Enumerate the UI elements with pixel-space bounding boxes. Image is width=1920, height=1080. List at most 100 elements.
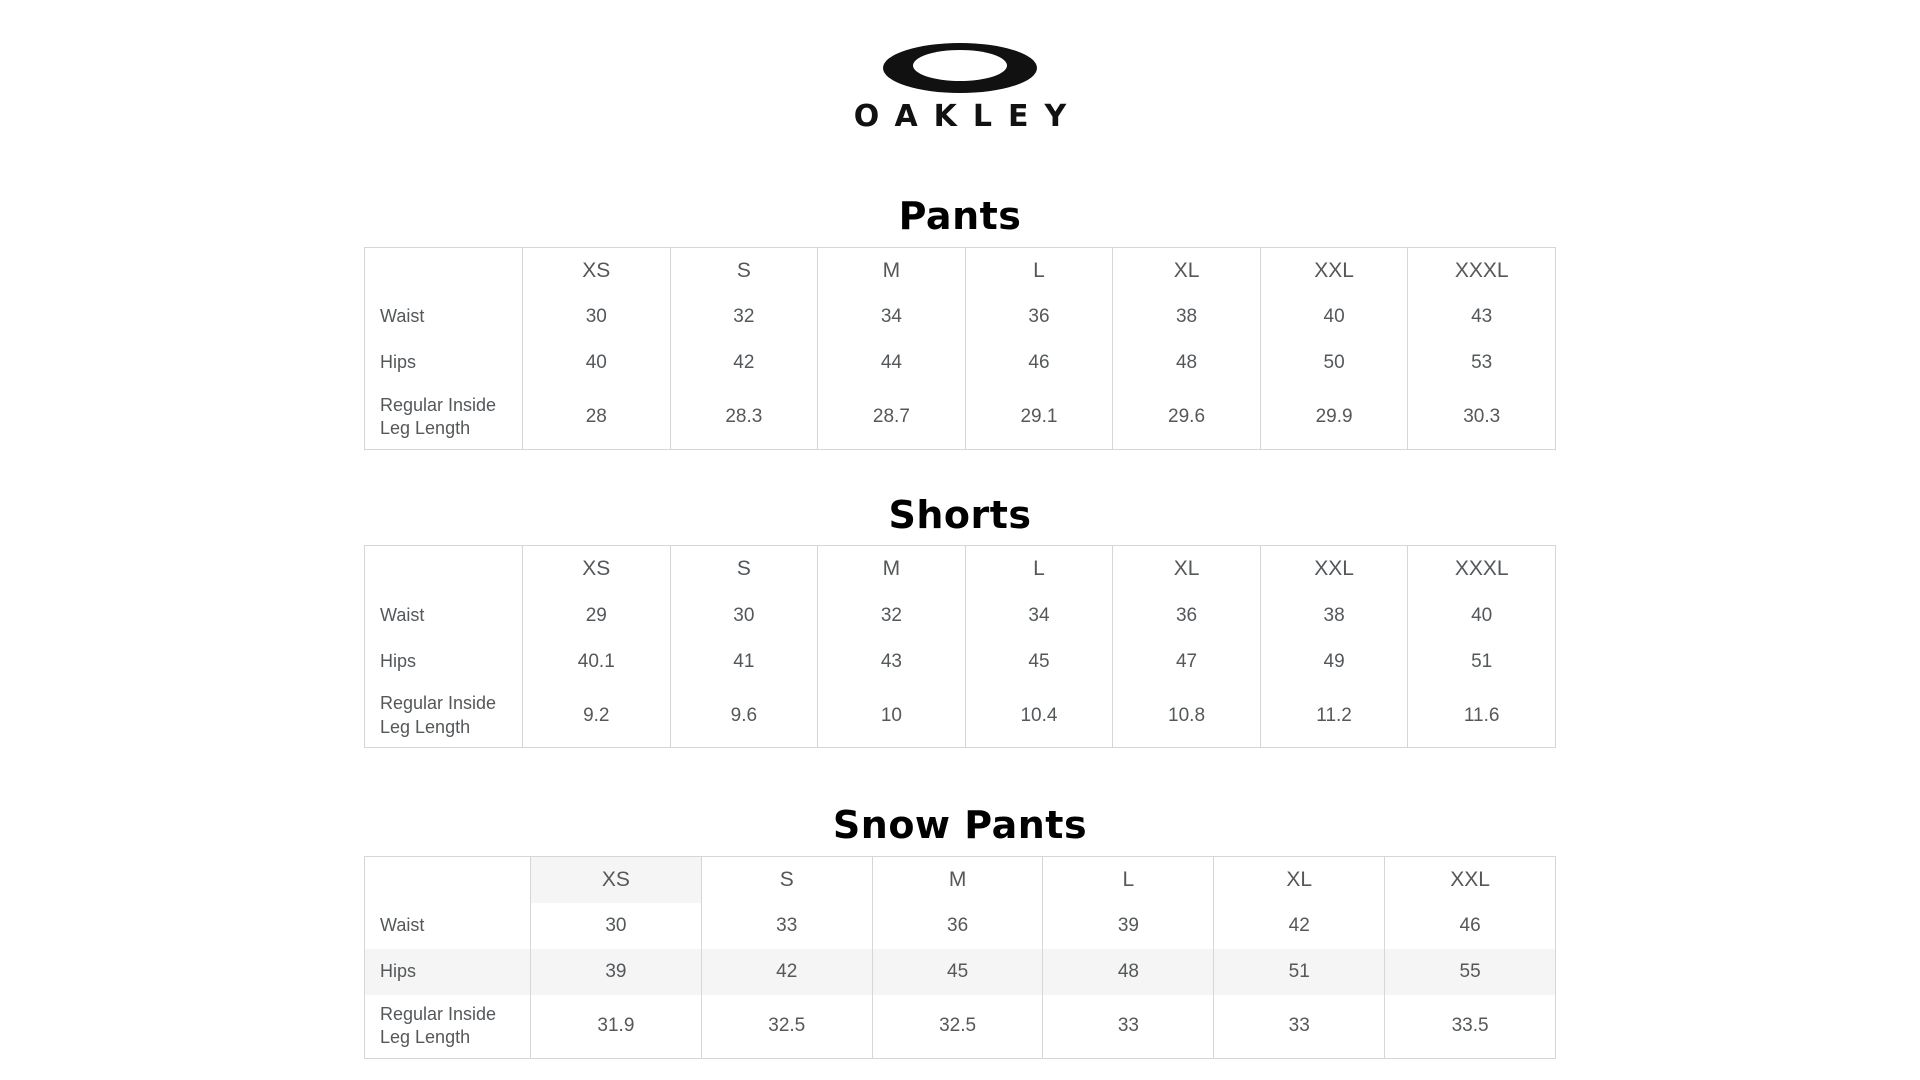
snow-pants-size-table: XS S M L XL XXL Waist 30 33 36 39 42 46 Hips 39 42 45 48 5… [364, 855, 1556, 1059]
shorts-size-table: XS S M L XL XXL XXXL Waist 29 30 32 34 36 38 40 Hips 40.… [364, 545, 1556, 749]
size-header-xl: XL [1112, 545, 1261, 593]
size-value-cell: 36 [871, 903, 1043, 950]
size-value-cell: 41 [669, 638, 818, 685]
measurement-row: Waist 30 32 34 36 38 40 43 [364, 294, 1556, 341]
size-value-cell: 11.2 [1259, 684, 1408, 748]
size-value-cell: 50 [1259, 340, 1408, 387]
pants-size-table: XS S M L XL XXL XXXL Waist 30 32 34 36 38 40 43 Hips 40 4… [364, 246, 1556, 450]
measurement-row: Regular Inside Leg Length 9.2 9.6 10 10.4 10.… [364, 684, 1556, 748]
measurement-row: Hips 40 42 44 46 48 50 53 [364, 340, 1556, 387]
size-value-cell: 10 [817, 684, 966, 748]
size-value-cell: 29.1 [964, 386, 1113, 450]
size-value-cell: 33 [700, 903, 873, 950]
measurement-label: Hips [364, 340, 523, 387]
snow-pants-size-chart-section: Snow Pants XS S M L XL XXL Waist 30 33 36 39 42 46 Hi… [364, 804, 1556, 1059]
measurement-label: Waist [364, 903, 531, 950]
size-value-cell: 46 [1384, 903, 1556, 950]
measurement-label: Waist [364, 294, 523, 341]
measurement-row: Waist 30 33 36 39 42 46 [364, 903, 1556, 950]
size-value-cell: 42 [700, 949, 873, 996]
size-header-m: M [817, 545, 966, 593]
measurement-row: Hips 39 42 45 48 51 55 [364, 949, 1556, 996]
size-value-cell: 42 [1213, 903, 1385, 950]
corner-cell [364, 856, 531, 904]
size-value-cell: 33 [1042, 995, 1214, 1059]
size-value-cell: 29.6 [1112, 386, 1261, 450]
size-header-m: M [817, 247, 966, 295]
size-value-cell: 40 [1259, 294, 1408, 341]
size-value-cell: 48 [1112, 340, 1261, 387]
size-header-s: S [669, 545, 818, 593]
oakley-ellipse-icon [882, 42, 1038, 94]
size-value-cell: 49 [1259, 638, 1408, 685]
size-value-cell: 51 [1213, 949, 1385, 996]
size-value-cell: 30.3 [1407, 386, 1556, 450]
size-header-xxl: XXL [1384, 856, 1556, 904]
size-header-xs: XS [530, 856, 702, 904]
size-value-cell: 10.8 [1112, 684, 1261, 748]
pants-size-chart-section: Pants XS S M L XL XXL XXXL Waist 30 32 34 36 38 40 43 H… [364, 195, 1556, 450]
size-value-cell: 29 [522, 592, 671, 639]
size-value-cell: 45 [964, 638, 1113, 685]
size-value-cell: 33 [1213, 995, 1385, 1059]
size-value-cell: 30 [522, 294, 671, 341]
size-header-s: S [700, 856, 873, 904]
size-value-cell: 39 [1042, 903, 1214, 950]
size-header-xs: XS [522, 247, 671, 295]
size-value-cell: 10.4 [964, 684, 1113, 748]
measurement-label: Regular Inside Leg Length [364, 995, 531, 1059]
size-value-cell: 34 [817, 294, 966, 341]
size-value-cell: 32 [817, 592, 966, 639]
size-value-cell: 28.3 [669, 386, 818, 450]
size-value-cell: 44 [817, 340, 966, 387]
measurement-label: Hips [364, 638, 523, 685]
size-value-cell: 28.7 [817, 386, 966, 450]
size-header-s: S [669, 247, 818, 295]
measurement-label: Waist [364, 592, 523, 639]
measurement-label: Regular Inside Leg Length [364, 386, 523, 450]
size-value-cell: 40 [522, 340, 671, 387]
size-value-cell: 32.5 [871, 995, 1043, 1059]
corner-cell [364, 247, 523, 295]
size-value-cell: 38 [1112, 294, 1261, 341]
shorts-size-chart-section: Shorts XS S M L XL XXL XXXL Waist 29 30 32 34 36 38 40… [364, 492, 1556, 749]
size-value-cell: 47 [1112, 638, 1261, 685]
size-header-m: M [871, 856, 1043, 904]
size-value-cell: 36 [1112, 592, 1261, 639]
size-value-cell: 32 [669, 294, 818, 341]
size-header-row: XS S M L XL XXL [364, 856, 1556, 904]
corner-cell [364, 545, 523, 593]
size-header-xxl: XXL [1259, 247, 1408, 295]
size-header-l: L [964, 545, 1113, 593]
size-value-cell: 32.5 [700, 995, 873, 1059]
size-value-cell: 53 [1407, 340, 1556, 387]
measurement-row: Regular Inside Leg Length 31.9 32.5 32.5 33 3… [364, 995, 1556, 1059]
size-header-l: L [1042, 856, 1214, 904]
size-header-xs: XS [522, 545, 671, 593]
measurement-row: Waist 29 30 32 34 36 38 40 [364, 592, 1556, 639]
size-value-cell: 33.5 [1384, 995, 1556, 1059]
size-value-cell: 43 [817, 638, 966, 685]
size-value-cell: 38 [1259, 592, 1408, 639]
size-value-cell: 43 [1407, 294, 1556, 341]
size-value-cell: 36 [964, 294, 1113, 341]
size-value-cell: 39 [530, 949, 702, 996]
measurement-label: Hips [364, 949, 531, 996]
size-value-cell: 40 [1407, 592, 1556, 639]
size-value-cell: 9.6 [669, 684, 818, 748]
size-value-cell: 29.9 [1259, 386, 1408, 450]
size-value-cell: 30 [669, 592, 818, 639]
measurement-label: Regular Inside Leg Length [364, 684, 523, 748]
size-value-cell: 45 [871, 949, 1043, 996]
size-value-cell: 55 [1384, 949, 1556, 996]
size-value-cell: 42 [669, 340, 818, 387]
size-value-cell: 11.6 [1407, 684, 1556, 748]
size-value-cell: 9.2 [522, 684, 671, 748]
size-header-xl: XL [1112, 247, 1261, 295]
size-header-xxxl: XXXL [1407, 247, 1556, 295]
size-header-xl: XL [1213, 856, 1385, 904]
measurement-row: Hips 40.1 41 43 45 47 49 51 [364, 638, 1556, 685]
measurement-row: Regular Inside Leg Length 28 28.3 28.7 29.1 2… [364, 386, 1556, 450]
shorts-chart-title: Shorts [888, 492, 1032, 537]
